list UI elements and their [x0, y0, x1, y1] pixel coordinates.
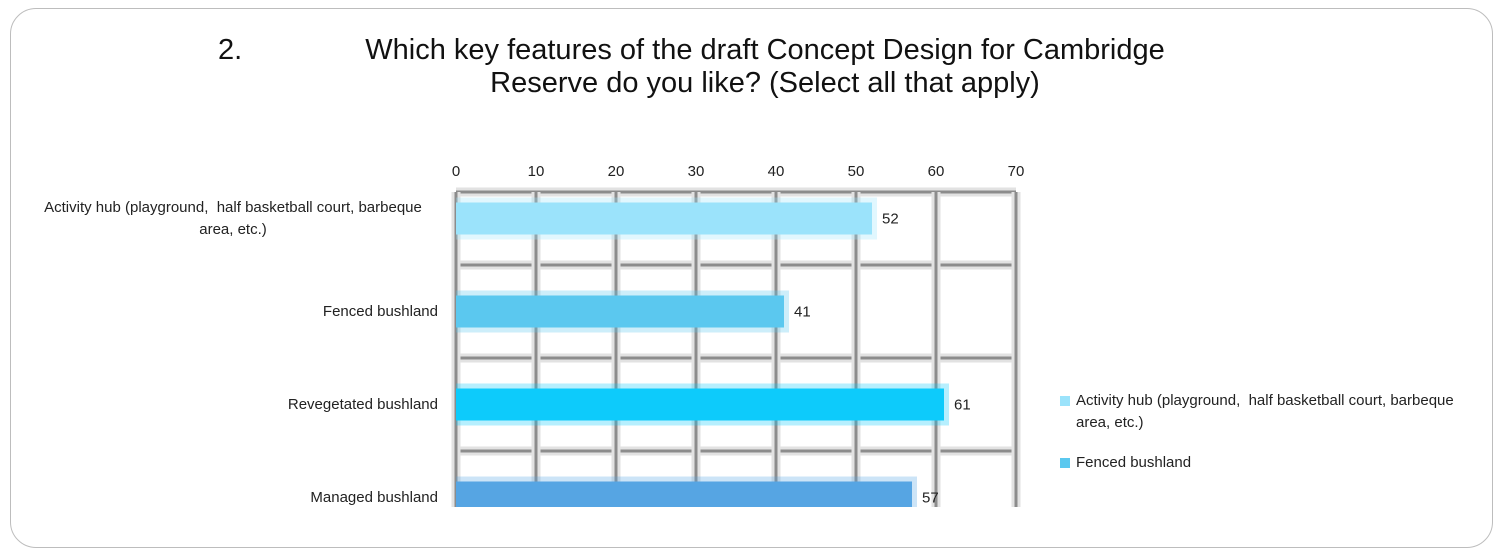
legend-label: Activity hub (playground, half basketbal…	[1076, 392, 1458, 431]
legend-label: Fenced bushland	[1076, 454, 1192, 471]
value-label: 61	[954, 396, 971, 413]
x-tick-label: 70	[1008, 163, 1025, 180]
bar	[456, 388, 944, 421]
value-label: 52	[882, 210, 899, 227]
y-tick-label: Revegetated bushland	[287, 395, 438, 413]
y-tick-label: Activity hub (playground, half basketbal…	[44, 198, 427, 238]
title-number: 2.	[218, 34, 243, 66]
page: 2. Which key features of the draft Conce…	[10, 8, 1493, 548]
bar	[456, 295, 784, 328]
y-tick-label: Fenced bushland	[322, 302, 438, 320]
x-tick-label: 20	[608, 163, 625, 180]
chart: 0 10 20 30 40 50 60 70 52 41 61 57	[451, 163, 1025, 507]
x-tick-label: 40	[768, 163, 785, 180]
bar	[456, 202, 872, 235]
x-tick-label: 50	[848, 163, 865, 180]
x-tick-label: 60	[928, 163, 945, 180]
x-tick-label: 0	[452, 163, 460, 180]
x-tick-label: 10	[528, 163, 545, 180]
legend-swatch	[1060, 396, 1070, 406]
value-label: 41	[794, 303, 811, 320]
legend-swatch	[1060, 458, 1070, 468]
bar	[456, 481, 912, 507]
x-tick-label: 30	[688, 163, 705, 180]
chart-title: Which key features of the draft Concept …	[365, 34, 1165, 99]
y-tick-label: Managed bushland	[310, 488, 438, 506]
value-label: 57	[922, 489, 939, 506]
